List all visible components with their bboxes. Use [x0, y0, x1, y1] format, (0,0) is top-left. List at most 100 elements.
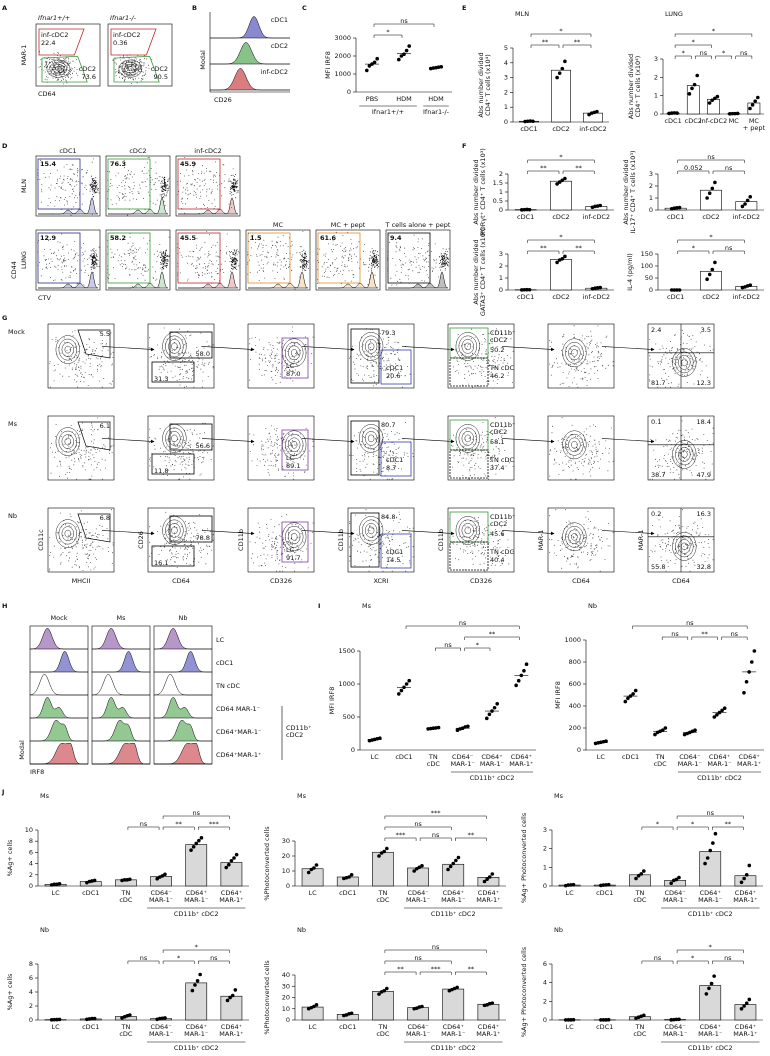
significance-bracket: [405, 625, 520, 629]
x-tick-label: inf-cDC2: [579, 125, 606, 133]
data-point: [749, 660, 754, 664]
y-tick-label: 10: [282, 867, 290, 875]
y-tick-label: 100: [641, 262, 653, 270]
data-point: [397, 692, 401, 696]
data-point: [677, 288, 682, 292]
arrow: [101, 530, 155, 536]
data-point: [314, 1003, 319, 1007]
x-tick-label: cDC1: [395, 753, 412, 761]
plot-frame: [247, 507, 315, 573]
plot-frame: [447, 507, 515, 573]
data-point: [711, 841, 715, 845]
gate-value: 6.8: [100, 514, 110, 522]
data-point: [309, 867, 314, 872]
legend-label: TN cDC: [215, 682, 240, 690]
chart-title: Nb: [297, 926, 306, 934]
y-tick-label: 20: [282, 994, 290, 1002]
contour: [571, 533, 578, 541]
arrow: [301, 346, 355, 352]
y-axis-label: MAR-1: [537, 530, 545, 551]
contour: [290, 533, 298, 541]
y-tick-label: 50: [645, 274, 653, 282]
gate-label: cDC1: [386, 364, 403, 372]
data-point: [347, 875, 351, 879]
data-point: [312, 866, 316, 870]
contour: [461, 339, 474, 354]
significance-label: *: [712, 27, 716, 35]
data-point: [378, 736, 382, 740]
gate: [37, 158, 81, 210]
data-point: [595, 109, 599, 114]
data-point: [672, 111, 677, 115]
significance-label: ns: [210, 954, 218, 962]
contour: [52, 64, 65, 74]
x-tick-label: cDC1: [82, 1023, 99, 1031]
histogram: [154, 720, 212, 742]
plot-frame: [385, 229, 451, 291]
contour: [681, 358, 688, 367]
y-tick-label: 30: [282, 982, 290, 990]
significance-bracket: [677, 159, 745, 163]
significance-label: **: [468, 965, 475, 973]
data-point: [717, 710, 722, 715]
contour: [461, 431, 474, 446]
gate-value: 78.8: [196, 534, 210, 542]
group-label: Ifnar1+/+: [372, 108, 404, 116]
contour: [165, 519, 184, 542]
arrow: [101, 346, 155, 352]
events: [38, 51, 79, 85]
significance-bracket: [464, 636, 520, 640]
contour: [127, 66, 134, 72]
chart-title: Nb: [40, 926, 49, 934]
data-point: [563, 1018, 568, 1022]
significance-bracket: [419, 971, 452, 975]
x-tick-label: CD64⁺ MAR-1⁺: [219, 889, 243, 904]
significance-bracket: [641, 826, 674, 830]
x-tick-label: LC: [51, 889, 60, 897]
gate-value: 45.5: [180, 234, 197, 242]
data-point: [739, 1007, 744, 1011]
y-tick-label: 4: [29, 860, 33, 868]
x-tick-label: TN cDC: [119, 1023, 133, 1038]
plot-frame: [175, 155, 241, 217]
gate-label: TN cDC: [489, 364, 514, 372]
quadrant-value: 55.8: [651, 563, 665, 571]
data-point: [747, 997, 752, 1002]
y-tick-label: 0: [649, 286, 653, 294]
data-point: [712, 974, 716, 978]
gate: [110, 28, 157, 56]
data-point: [695, 73, 699, 78]
y-axis-label: MFI IRF8: [554, 681, 562, 709]
gate-value: 8.7: [386, 464, 396, 472]
data-point: [52, 1017, 57, 1022]
quadrant-value: 38.7: [651, 471, 665, 479]
data-point: [312, 1004, 316, 1009]
data-point: [446, 867, 450, 872]
data-point: [713, 180, 717, 185]
arrow: [501, 530, 555, 536]
y-tick-label: 0: [649, 206, 653, 214]
contour: [171, 342, 178, 351]
x-tick-label: CD64⁺ MAR-1⁻: [184, 889, 208, 904]
x-tick-label: cDC1: [596, 889, 613, 897]
arrow: [401, 346, 455, 352]
contour: [568, 345, 581, 361]
chart-title: Ms: [40, 792, 50, 800]
data-point: [670, 111, 674, 115]
events: [249, 425, 314, 480]
data-point: [660, 728, 665, 732]
data-point: [674, 877, 679, 882]
data-point: [599, 1018, 603, 1022]
data-point: [748, 106, 752, 111]
data-point: [745, 198, 750, 203]
histogram: [154, 628, 212, 650]
data-point: [92, 1016, 97, 1021]
quadrant-value: 0.1: [651, 418, 661, 426]
data-point: [519, 208, 524, 212]
data-point: [571, 882, 576, 887]
data-point: [160, 874, 165, 878]
gate: [449, 449, 489, 479]
data-point: [639, 872, 644, 876]
data-point: [525, 287, 529, 292]
contour: [678, 447, 691, 462]
